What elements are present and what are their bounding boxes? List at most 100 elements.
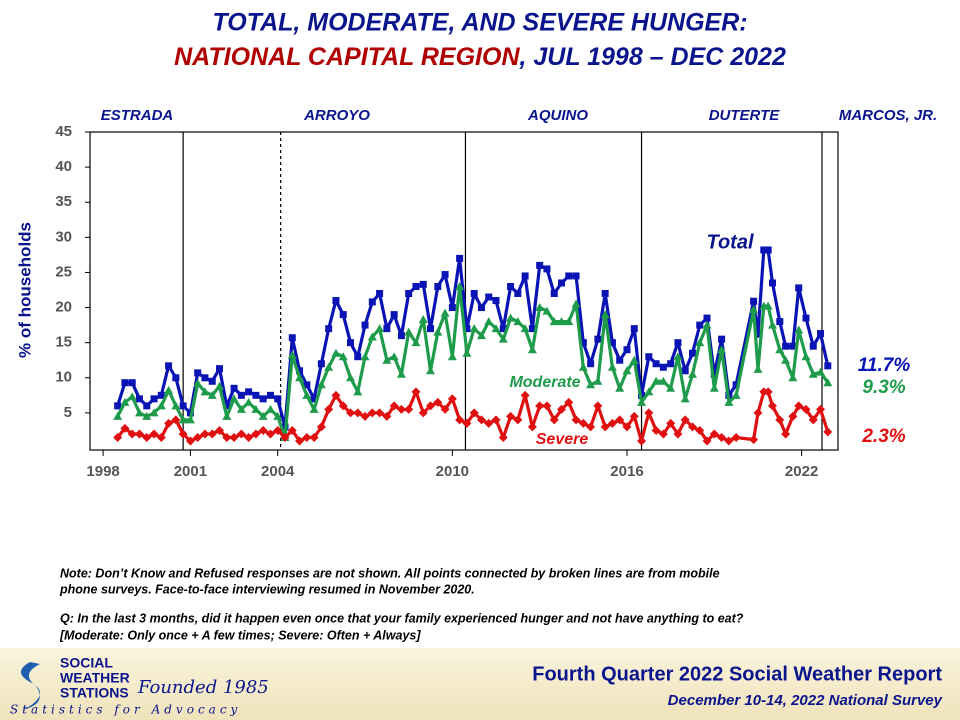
- data-point: [309, 432, 319, 442]
- data-point: [426, 401, 436, 411]
- data-point: [491, 415, 501, 425]
- series-label: Moderate: [509, 374, 580, 391]
- data-point: [622, 366, 632, 375]
- data-point: [164, 418, 174, 428]
- data-point: [390, 311, 398, 319]
- x-tick-label: 2001: [174, 463, 207, 480]
- data-point: [768, 320, 778, 329]
- data-point: [542, 401, 552, 411]
- data-point: [514, 290, 522, 298]
- data-point: [295, 373, 305, 382]
- end-label: 11.7%: [858, 355, 911, 376]
- data-point: [564, 397, 574, 407]
- data-point: [164, 385, 174, 394]
- y-tick-label: 35: [55, 193, 72, 210]
- survey-date: December 10-14, 2022 National Survey: [668, 692, 943, 709]
- data-point: [419, 280, 427, 288]
- data-point: [629, 355, 639, 364]
- data-point: [441, 271, 449, 279]
- data-point: [252, 391, 260, 399]
- data-point: [666, 383, 676, 392]
- report-title: Fourth Quarter 2022 Social Weather Repor…: [532, 663, 942, 685]
- data-point: [578, 362, 588, 371]
- title-region: NATIONAL CAPITAL REGION: [174, 43, 520, 71]
- data-point: [411, 338, 421, 347]
- data-point: [681, 367, 689, 375]
- data-point: [775, 345, 785, 354]
- data-point: [114, 402, 122, 410]
- data-point: [396, 369, 406, 378]
- data-point: [470, 290, 478, 298]
- data-point: [367, 408, 377, 418]
- data-point: [749, 435, 759, 445]
- data-point: [244, 397, 254, 406]
- data-point: [245, 388, 253, 396]
- data-point: [724, 436, 734, 446]
- data-point: [332, 297, 340, 305]
- data-point: [513, 415, 523, 425]
- data-point: [215, 425, 225, 435]
- data-point: [462, 418, 472, 428]
- data-point: [485, 293, 493, 301]
- data-point: [521, 272, 529, 280]
- data-point: [750, 297, 758, 305]
- data-point: [557, 404, 567, 414]
- data-point: [709, 429, 719, 439]
- data-point: [535, 401, 545, 411]
- data-point: [623, 346, 631, 354]
- data-point: [702, 436, 712, 446]
- data-point: [455, 415, 465, 425]
- y-tick-label: 15: [55, 334, 72, 351]
- data-point: [801, 352, 811, 361]
- x-tick-label: 2016: [610, 463, 643, 480]
- data-point: [185, 415, 195, 424]
- data-point: [484, 418, 494, 428]
- data-point: [127, 429, 137, 439]
- data-point: [823, 378, 833, 387]
- title-line: NATIONAL CAPITAL REGION, JUL 1998 – DEC …: [174, 43, 786, 71]
- data-point: [331, 390, 341, 400]
- data-point: [703, 314, 711, 322]
- footer-band: [0, 648, 960, 720]
- data-point: [651, 425, 661, 435]
- data-point: [142, 411, 152, 420]
- data-point: [229, 432, 239, 442]
- data-point: [396, 404, 406, 414]
- data-point: [303, 381, 311, 389]
- data-point: [426, 366, 436, 375]
- data-point: [666, 418, 676, 428]
- data-point: [236, 404, 246, 413]
- data-point: [201, 374, 209, 382]
- data-point: [802, 314, 810, 322]
- data-point: [448, 304, 456, 312]
- data-point: [607, 418, 617, 428]
- logo-swoosh: [21, 662, 40, 710]
- note-line: Note: Don’t Know and Refused responses a…: [60, 566, 720, 580]
- data-point: [302, 432, 312, 442]
- data-point: [134, 408, 144, 417]
- data-point: [404, 327, 414, 336]
- data-point: [382, 355, 392, 364]
- data-point: [288, 334, 296, 342]
- data-point: [652, 360, 660, 368]
- series-label: Severe: [536, 431, 589, 448]
- data-point: [535, 303, 545, 312]
- data-point: [427, 325, 435, 333]
- data-point: [586, 422, 596, 432]
- data-point: [753, 408, 763, 418]
- data-point: [753, 364, 763, 373]
- data-point: [615, 383, 625, 392]
- data-point: [368, 298, 376, 306]
- data-point: [764, 246, 772, 254]
- data-point: [150, 395, 158, 403]
- era-label: ESTRADA: [101, 107, 174, 124]
- org-name: STATIONS: [60, 685, 129, 701]
- data-point: [659, 363, 667, 371]
- data-point: [816, 367, 826, 376]
- end-label: 9.3%: [862, 377, 905, 398]
- era-label: MARCOS, JR.: [839, 107, 937, 124]
- data-point: [731, 432, 741, 442]
- note-line: [Moderate: Only once + A few times; Seve…: [59, 628, 421, 642]
- data-point: [142, 432, 152, 442]
- data-point: [325, 325, 333, 333]
